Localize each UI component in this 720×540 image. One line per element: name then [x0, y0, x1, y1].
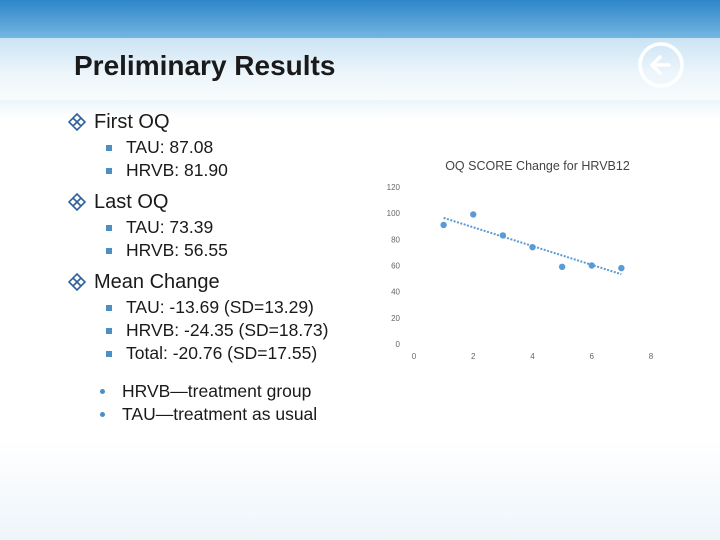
y-tick-label: 20: [391, 314, 400, 323]
square-bullet-icon: [106, 350, 112, 357]
results-text: First OQ TAU: 87.08 HRVB: 81.90 Last OQ …: [68, 108, 378, 371]
diamond-bullet-icon: [68, 113, 86, 131]
chart-title: OQ SCORE Change for HRVB12: [445, 159, 630, 173]
list-item: HRVB: 56.55: [106, 239, 378, 262]
square-bullet-icon: [106, 304, 112, 311]
title-bar: [0, 38, 720, 100]
section-heading: Mean Change: [94, 270, 220, 293]
x-tick-label: 4: [530, 352, 535, 361]
square-bullet-icon: [106, 144, 112, 151]
x-tick-label: 6: [590, 352, 595, 361]
square-bullet-icon: [106, 167, 112, 174]
list-item: HRVB: -24.35 (SD=18.73): [106, 319, 378, 342]
data-point: [529, 243, 536, 251]
list-item: TAU: 87.08: [106, 136, 378, 159]
section-last-oq: Last OQ: [68, 188, 378, 216]
x-tick-label: 2: [471, 352, 476, 361]
y-tick-label: 60: [391, 262, 400, 271]
section-heading: First OQ: [94, 110, 170, 133]
data-point: [558, 263, 566, 271]
list-item: TAU—treatment as usual: [100, 403, 317, 426]
slide-title: Preliminary Results: [74, 50, 336, 81]
footer-fade: [0, 440, 720, 540]
diamond-bullet-icon: [68, 273, 86, 291]
square-bullet-icon: [106, 327, 112, 334]
list-item: HRVB: 81.90: [106, 159, 378, 182]
y-tick-label: 100: [387, 209, 401, 218]
data-point: [588, 262, 595, 269]
list-item: TAU: 73.39: [106, 216, 378, 239]
x-tick-label: 8: [649, 352, 654, 361]
definitions-list: HRVB—treatment group TAU—treatment as us…: [100, 380, 317, 426]
data-point: [618, 264, 625, 272]
y-tick-label: 80: [391, 235, 400, 244]
list-item: HRVB—treatment group: [100, 380, 317, 403]
square-bullet-icon: [106, 224, 112, 231]
data-point: [440, 221, 447, 229]
dot-bullet-icon: [100, 412, 105, 417]
y-tick-label: 120: [387, 183, 401, 192]
mean-change-list: TAU: -13.69 (SD=13.29) HRVB: -24.35 (SD=…: [68, 296, 378, 365]
section-heading: Last OQ: [94, 190, 169, 213]
y-tick-label: 0: [396, 340, 401, 349]
section-first-oq: First OQ: [68, 108, 378, 136]
x-tick-label: 0: [412, 352, 417, 361]
arrow-left-circle-icon[interactable]: [636, 40, 686, 90]
scatter-chart: OQ SCORE Change for HRVB1202040608010012…: [387, 159, 654, 361]
first-oq-list: TAU: 87.08 HRVB: 81.90: [68, 136, 378, 182]
section-mean-change: Mean Change: [68, 268, 378, 296]
list-item: TAU: -13.69 (SD=13.29): [106, 296, 378, 319]
y-tick-label: 40: [391, 288, 400, 297]
last-oq-list: TAU: 73.39 HRVB: 56.55: [68, 216, 378, 262]
diamond-bullet-icon: [68, 193, 86, 211]
dot-bullet-icon: [100, 389, 105, 394]
data-point: [470, 211, 477, 218]
data-point: [499, 232, 507, 239]
list-item: Total: -20.76 (SD=17.55): [106, 342, 378, 365]
square-bullet-icon: [106, 247, 112, 254]
